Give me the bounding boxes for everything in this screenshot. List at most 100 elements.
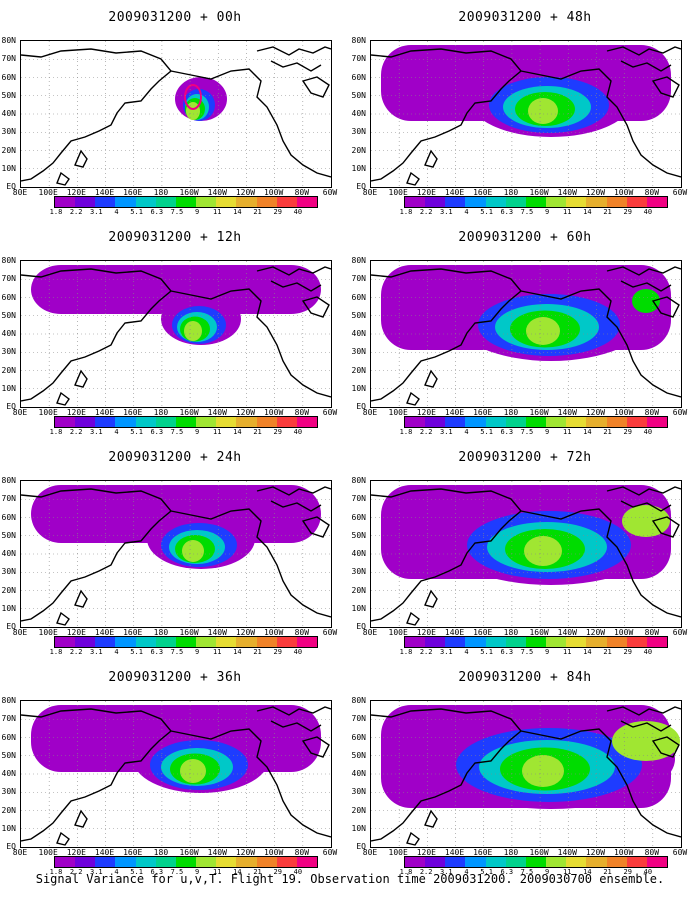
y-tick-label: 80N [351, 36, 366, 45]
x-tick-label: 160E [473, 188, 493, 197]
colorbar [404, 636, 668, 648]
y-tick-label: 50N [1, 530, 16, 540]
colorbar-swatch [586, 637, 607, 647]
colorbar-swatch [586, 197, 607, 207]
x-tick-label: 140W [557, 848, 577, 857]
x-tick-label: 80W [644, 408, 660, 417]
x-tick-label: 80E [362, 408, 378, 417]
colorbar-label: 21 [603, 868, 612, 876]
colorbar-label: 3.1 [89, 208, 103, 216]
coastline [620, 500, 672, 512]
colorbar-swatch [135, 637, 156, 647]
coastline [620, 720, 672, 732]
y-tick-label: 70N [1, 54, 16, 64]
colorbar-label: 29 [273, 868, 282, 876]
x-tick-label: 100E [38, 848, 58, 857]
colorbar-swatch [115, 197, 136, 207]
map-frame [370, 40, 682, 188]
x-tick-label: 80E [12, 848, 28, 857]
x-tick-label: 60W [672, 848, 688, 857]
y-tick-label: 60N [1, 732, 16, 742]
colorbar-swatch [216, 197, 237, 207]
colorbar-label: 1.8 [399, 428, 413, 436]
coastline [256, 266, 331, 276]
colorbar-swatch [606, 417, 627, 427]
colorbar [54, 856, 318, 868]
colorbar-swatch [465, 857, 486, 867]
colorbar-label: 14 [233, 428, 242, 436]
colorbar-labels: 1.8 2.2 3.1 4 5.1 6.3 7.5 9 11 14 21 29 40 [50, 208, 316, 217]
colorbar-swatch [405, 857, 426, 867]
colorbar-label: 2.2 [419, 208, 433, 216]
colorbar-swatch [135, 857, 156, 867]
x-tick-label: 60W [672, 408, 688, 417]
x-tick-label: 180 [503, 188, 519, 197]
colorbar-swatch [256, 637, 277, 647]
colorbar-label: 1.8 [49, 868, 63, 876]
coastline [256, 706, 331, 716]
colorbar [404, 856, 668, 868]
colorbar-swatch [95, 637, 116, 647]
x-tick-label: 180 [503, 408, 519, 417]
colorbar-label: 6.3 [150, 428, 164, 436]
x-tick-label: 60W [322, 628, 338, 637]
x-tick-label: 120W [235, 848, 256, 857]
x-tick-label: 120E [416, 628, 436, 637]
x-tick-label: 80E [362, 848, 378, 857]
coastline [424, 589, 438, 608]
colorbar-swatch [405, 637, 426, 647]
y-tick-label: 40N [351, 329, 366, 338]
x-tick-label: 120W [585, 408, 606, 417]
x-tick-label: 100E [38, 408, 58, 417]
colorbar-swatch [216, 637, 237, 647]
colorbar-label: 4 [114, 208, 119, 216]
colorbar-label: 21 [603, 208, 612, 216]
colorbar-swatch [465, 197, 486, 207]
coastline [620, 280, 672, 292]
colorbar-label: 6.3 [150, 648, 164, 656]
y-tick-label: 20N [1, 585, 16, 595]
colorbar-swatch [75, 417, 96, 427]
colorbar-swatch [175, 857, 197, 867]
colorbar-swatch [445, 637, 466, 647]
y-tick-label: 80N [1, 696, 16, 705]
colorbar-label: 5.1 [130, 868, 143, 876]
colorbar-swatch [296, 637, 318, 647]
y-tick-label: EQ [356, 182, 366, 191]
colorbar-label: 2.2 [419, 428, 433, 436]
x-tick-label: 60W [672, 188, 688, 197]
x-tick-label: 180 [153, 848, 169, 857]
colorbar-swatch [216, 857, 237, 867]
colorbar-label: 1.8 [49, 208, 63, 216]
panel-title: 2009031200 + 60h [458, 230, 592, 245]
variance-contour-4 [522, 755, 564, 787]
colorbar-swatch [485, 417, 506, 427]
colorbar-label: 40 [643, 208, 653, 216]
y-tick-label: 80N [351, 696, 366, 705]
colorbar-swatch [196, 417, 217, 427]
y-tick-label: 40N [351, 549, 366, 558]
coastline [301, 516, 330, 538]
colorbar-swatch [546, 637, 567, 647]
coastline [651, 736, 680, 758]
variance-band [31, 265, 321, 314]
y-tick-label: EQ [6, 402, 16, 411]
colorbar-swatch [155, 637, 176, 647]
coastline [606, 706, 681, 716]
colorbar-label: 2.2 [69, 648, 83, 656]
colorbar-label: 6.3 [150, 868, 164, 876]
x-tick-label: 180 [153, 628, 169, 637]
colorbar-label: 2.2 [419, 648, 433, 656]
colorbar-swatch [296, 197, 318, 207]
colorbar-label: 6.3 [500, 208, 514, 216]
x-tick-label: 80E [12, 628, 28, 637]
coastline [406, 831, 420, 846]
coastline [406, 391, 420, 406]
colorbar-label: 9 [544, 648, 550, 656]
colorbar-label: 11 [213, 868, 222, 876]
map-plot [21, 41, 331, 187]
coastline [520, 288, 681, 398]
colorbar-label: 6.3 [500, 428, 514, 436]
x-tick-label: 160W [529, 848, 549, 857]
colorbar-swatch [445, 857, 466, 867]
